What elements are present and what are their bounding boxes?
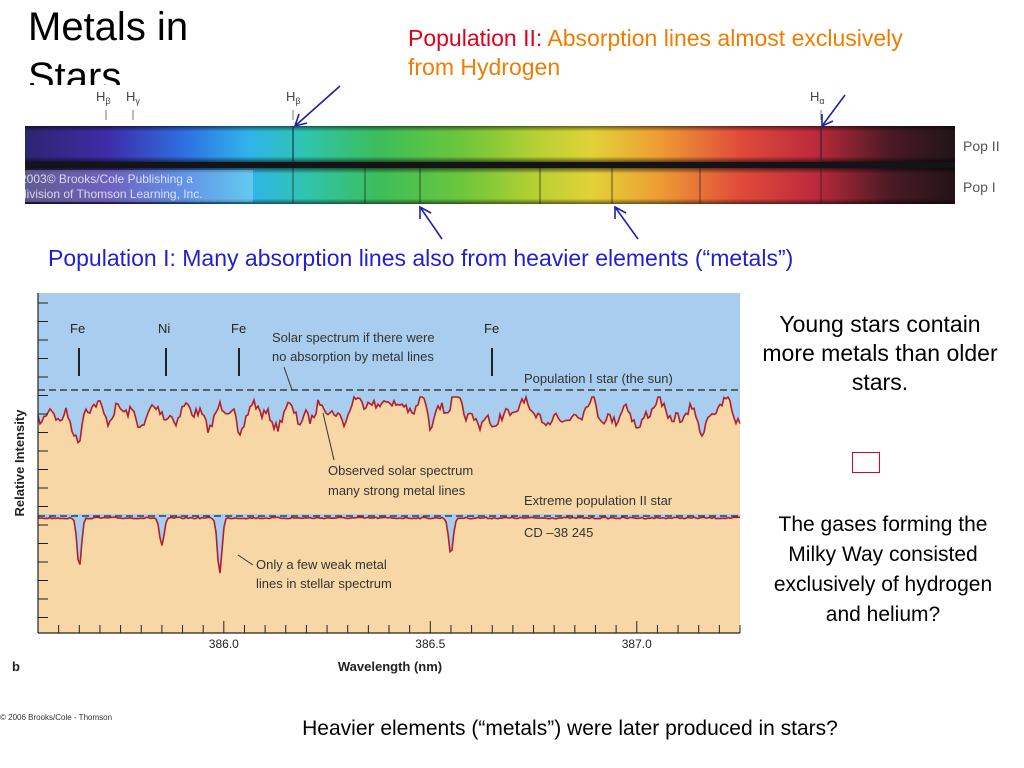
annotation-solar-line-1: Solar spectrum if there were (272, 330, 435, 345)
spectrum-chart: 386.0 386.5 387.0 Fe Ni Fe Fe Solar spectr… (12, 293, 741, 674)
x-axis-ticks (58, 621, 741, 633)
h-gamma-label: Hγ (126, 89, 140, 106)
x-tick-label: 386.0 (209, 637, 239, 651)
pop-two-fill (38, 517, 740, 633)
series-pop-two-line (37, 516, 740, 574)
hydrogen-tick-marks (105, 110, 822, 120)
element-marker-bars (78, 348, 493, 376)
pop-two-absorption-lines (292, 126, 822, 162)
element-label-fe-2: Fe (231, 321, 246, 336)
h-alpha-label: Hα (810, 89, 825, 106)
arrow-metal-line-1 (419, 206, 443, 240)
young-stars-statement: Young stars contain more metals than old… (762, 311, 998, 395)
x-tick-label: 387.0 (622, 637, 652, 651)
annotation-observed-line-2: many strong metal lines (328, 483, 466, 498)
pop-one-absorption-lines (292, 168, 822, 204)
pop-one-fill (38, 397, 740, 514)
slide-title: Metals in Stars (28, 5, 189, 85)
annotation-observed-line-1: Observed solar spectrum (328, 463, 473, 478)
band-watermark-line-2: division of Thomson Learning, Inc. (20, 187, 203, 201)
pointer-arrows (293, 85, 846, 240)
x-tick-labels: 386.0 386.5 387.0 (209, 637, 652, 651)
population-one-caption: Population I: Many absorption lines also… (48, 243, 988, 273)
arrow-h-beta (294, 85, 341, 127)
gases-question: The gases forming the Milky Way consiste… (773, 513, 993, 626)
spectrum-band-figure: Hβ Hγ Hβ Hα 2003© Brooks/Cole Publishing… (20, 85, 1000, 240)
x-axis-label: Wavelength (nm) (338, 659, 442, 674)
h-beta-mid-label: Hβ (286, 89, 301, 106)
panel-letter: b (12, 659, 20, 674)
element-label-ni: Ni (158, 321, 170, 336)
pop-two-band-label: Pop II (963, 138, 1000, 154)
population-one-description: Many absorption lines also from heavier … (182, 245, 794, 271)
element-line-labels: Fe Ni Fe Fe (70, 321, 499, 336)
pop-one-band-label: Pop I (963, 179, 996, 195)
annotation-solar-line-2: no absorption by metal lines (272, 349, 434, 364)
population-one-label: Population I: (48, 245, 183, 271)
element-label-fe-1: Fe (70, 321, 85, 336)
chart-annotations: Solar spectrum if there were no absorpti… (256, 330, 673, 591)
h-beta-left-label: Hβ (96, 89, 111, 106)
y-axis-label: Relative Intensity (12, 409, 27, 517)
x-tick-label: 386.5 (415, 637, 445, 651)
answer-box[interactable] (852, 452, 880, 473)
hydrogen-line-labels: Hβ Hγ Hβ Hα (96, 89, 825, 106)
y-axis-ticks (38, 302, 48, 618)
annotation-cd-star: CD –38 245 (524, 525, 593, 540)
population-two-caption: Population II: Absorption lines almost e… (408, 24, 908, 82)
copyright-notice: © 2006 Brooks/Cole - Thomson (0, 713, 113, 722)
band-watermark-line-1: 2003© Brooks/Cole Publishing a (20, 172, 193, 186)
series-pop-one-line (37, 394, 741, 445)
population-two-description: Absorption lines almost exclusively from… (408, 25, 903, 80)
arrow-h-alpha (821, 94, 846, 127)
annotation-pop-one-star: Population I star (the sun) (524, 371, 673, 386)
element-label-fe-3: Fe (484, 321, 499, 336)
annotation-leaders (237, 366, 335, 566)
arrow-metal-line-2 (614, 206, 639, 240)
population-two-label: Population II: (408, 25, 548, 51)
annotation-weak-line-1: Only a few weak metal (256, 557, 387, 572)
annotation-extreme-pop-two: Extreme population II star (524, 493, 673, 508)
annotation-weak-line-2: lines in stellar spectrum (256, 576, 392, 591)
heavier-elements-question: Heavier elements (“metals”) were later p… (302, 717, 838, 740)
